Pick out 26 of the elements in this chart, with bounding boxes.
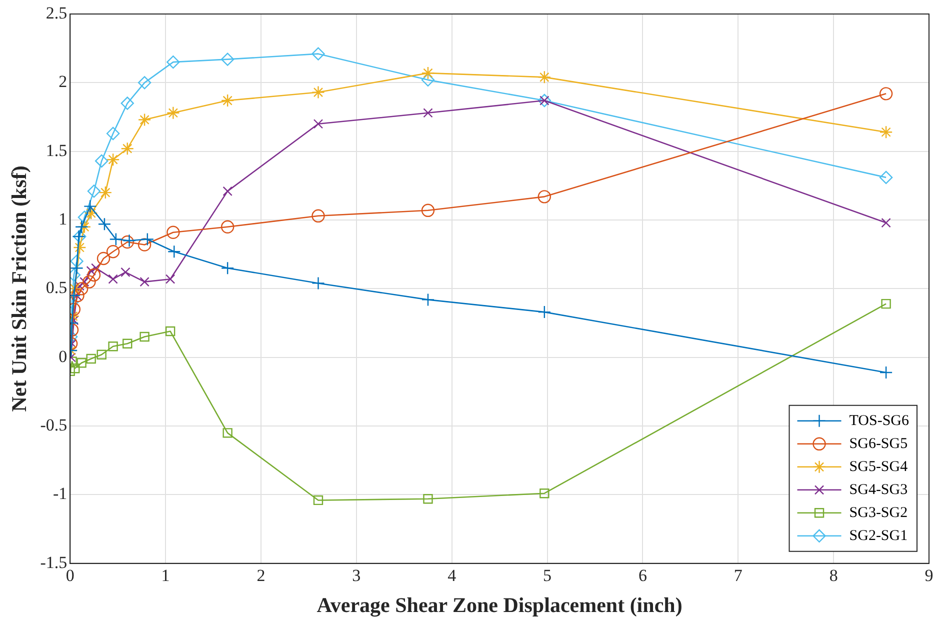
x-tick-label: 9 <box>924 566 934 586</box>
x-tick-label: 2 <box>256 566 266 586</box>
legend-label: SG2-SG1 <box>849 528 908 544</box>
x-tick-label: 1 <box>161 566 170 586</box>
legend-label: TOS-SG6 <box>849 412 910 429</box>
legend-label: SG4-SG3 <box>849 482 908 498</box>
y-tick-label: -1.5 <box>40 552 68 572</box>
y-tick-label: 2 <box>58 72 68 92</box>
y-tick-label: -0.5 <box>40 416 68 435</box>
y-tick-label: 0.5 <box>46 278 68 298</box>
x-tick-label: 4 <box>448 566 457 586</box>
x-tick-label: 3 <box>352 566 361 586</box>
legend-label: SG5-SG4 <box>849 458 908 475</box>
legend-label: SG6-SG5 <box>849 436 908 452</box>
y-tick-label: 2.5 <box>46 3 68 22</box>
y-tick-label: 1.5 <box>46 140 68 160</box>
x-axis-title: Average Shear Zone Displacement (inch) <box>316 592 682 617</box>
x-tick-label: 7 <box>734 566 743 586</box>
y-tick-label: 0 <box>58 346 68 366</box>
y-tick-label: 1 <box>58 209 68 228</box>
y-axis-title: Net Unit Skin Friction (ksf) <box>7 166 32 412</box>
legend-label: SG3-SG2 <box>849 504 908 521</box>
x-tick-label: 6 <box>638 566 647 586</box>
x-tick-label: 8 <box>829 566 838 586</box>
x-tick-label: 5 <box>543 566 552 586</box>
y-tick-label: -1 <box>52 484 68 504</box>
